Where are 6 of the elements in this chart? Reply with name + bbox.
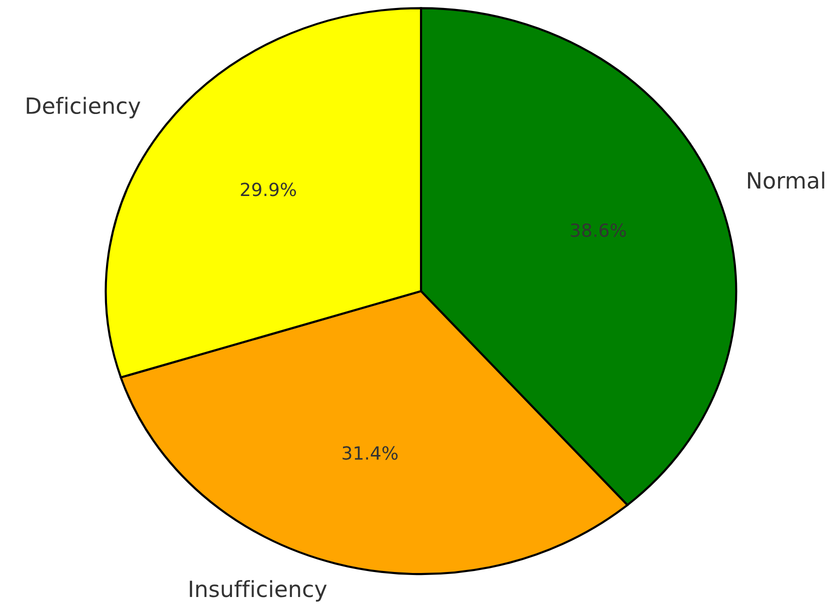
slice-label: Deficiency — [26, 96, 140, 118]
data-label: 38.6% — [570, 223, 626, 238]
data-label: 31.4% — [342, 446, 398, 460]
slice-label: Normal — [748, 172, 824, 189]
slice-label: Insufficiency — [190, 580, 327, 602]
data-label: 29.9% — [240, 182, 296, 196]
